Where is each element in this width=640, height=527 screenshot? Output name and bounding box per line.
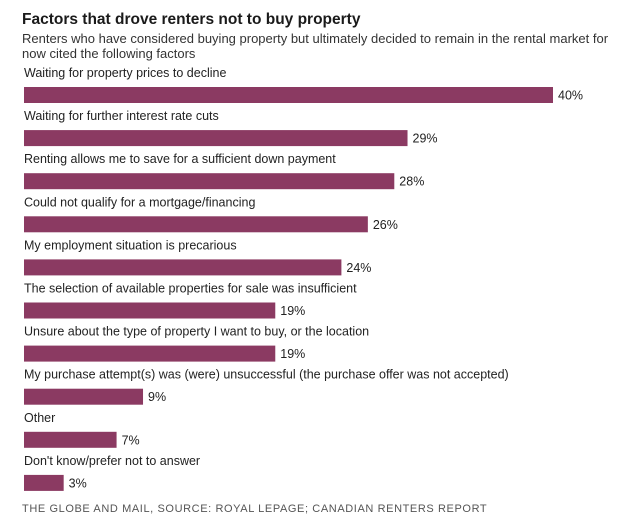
value-label: 3%	[69, 476, 87, 490]
value-label: 7%	[122, 433, 140, 447]
bar	[24, 259, 342, 276]
value-label: 28%	[399, 175, 424, 189]
bar	[24, 345, 276, 362]
category-label: My purchase attempt(s) was (were) unsucc…	[24, 368, 509, 382]
category-label: Don't know/prefer not to answer	[24, 454, 200, 468]
category-label: Other	[24, 411, 55, 425]
value-label: 24%	[346, 261, 371, 275]
bar	[24, 431, 117, 448]
value-label: 19%	[280, 304, 305, 318]
bar	[24, 216, 368, 233]
bar	[24, 474, 64, 491]
chart-title: Factors that drove renters not to buy pr…	[22, 11, 361, 28]
category-label: My employment situation is precarious	[24, 238, 237, 252]
category-label: Renting allows me to save for a sufficie…	[24, 152, 336, 166]
category-label: Could not qualify for a mortgage/financi…	[24, 195, 255, 209]
value-label: 40%	[558, 89, 583, 103]
category-label: Waiting for further interest rate cuts	[24, 109, 219, 123]
chart-subtitle: Renters who have considered buying prope…	[22, 31, 609, 61]
value-label: 19%	[280, 347, 305, 361]
value-label: 9%	[148, 390, 166, 404]
value-label: 29%	[413, 132, 438, 146]
bar	[24, 173, 395, 190]
category-label: Unsure about the type of property I want…	[24, 325, 369, 339]
value-label: 26%	[373, 218, 398, 232]
bar-chart: Waiting for property prices to decline 40…	[24, 66, 583, 491]
bar	[24, 302, 276, 319]
bar	[24, 130, 408, 147]
bar	[24, 87, 553, 103]
bar	[24, 388, 144, 405]
category-label: The selection of available properties fo…	[24, 282, 357, 296]
category-label: Waiting for property prices to decline	[24, 66, 226, 80]
chart-source: THE GLOBE AND MAIL, SOURCE: ROYAL LEPAGE…	[22, 503, 488, 515]
